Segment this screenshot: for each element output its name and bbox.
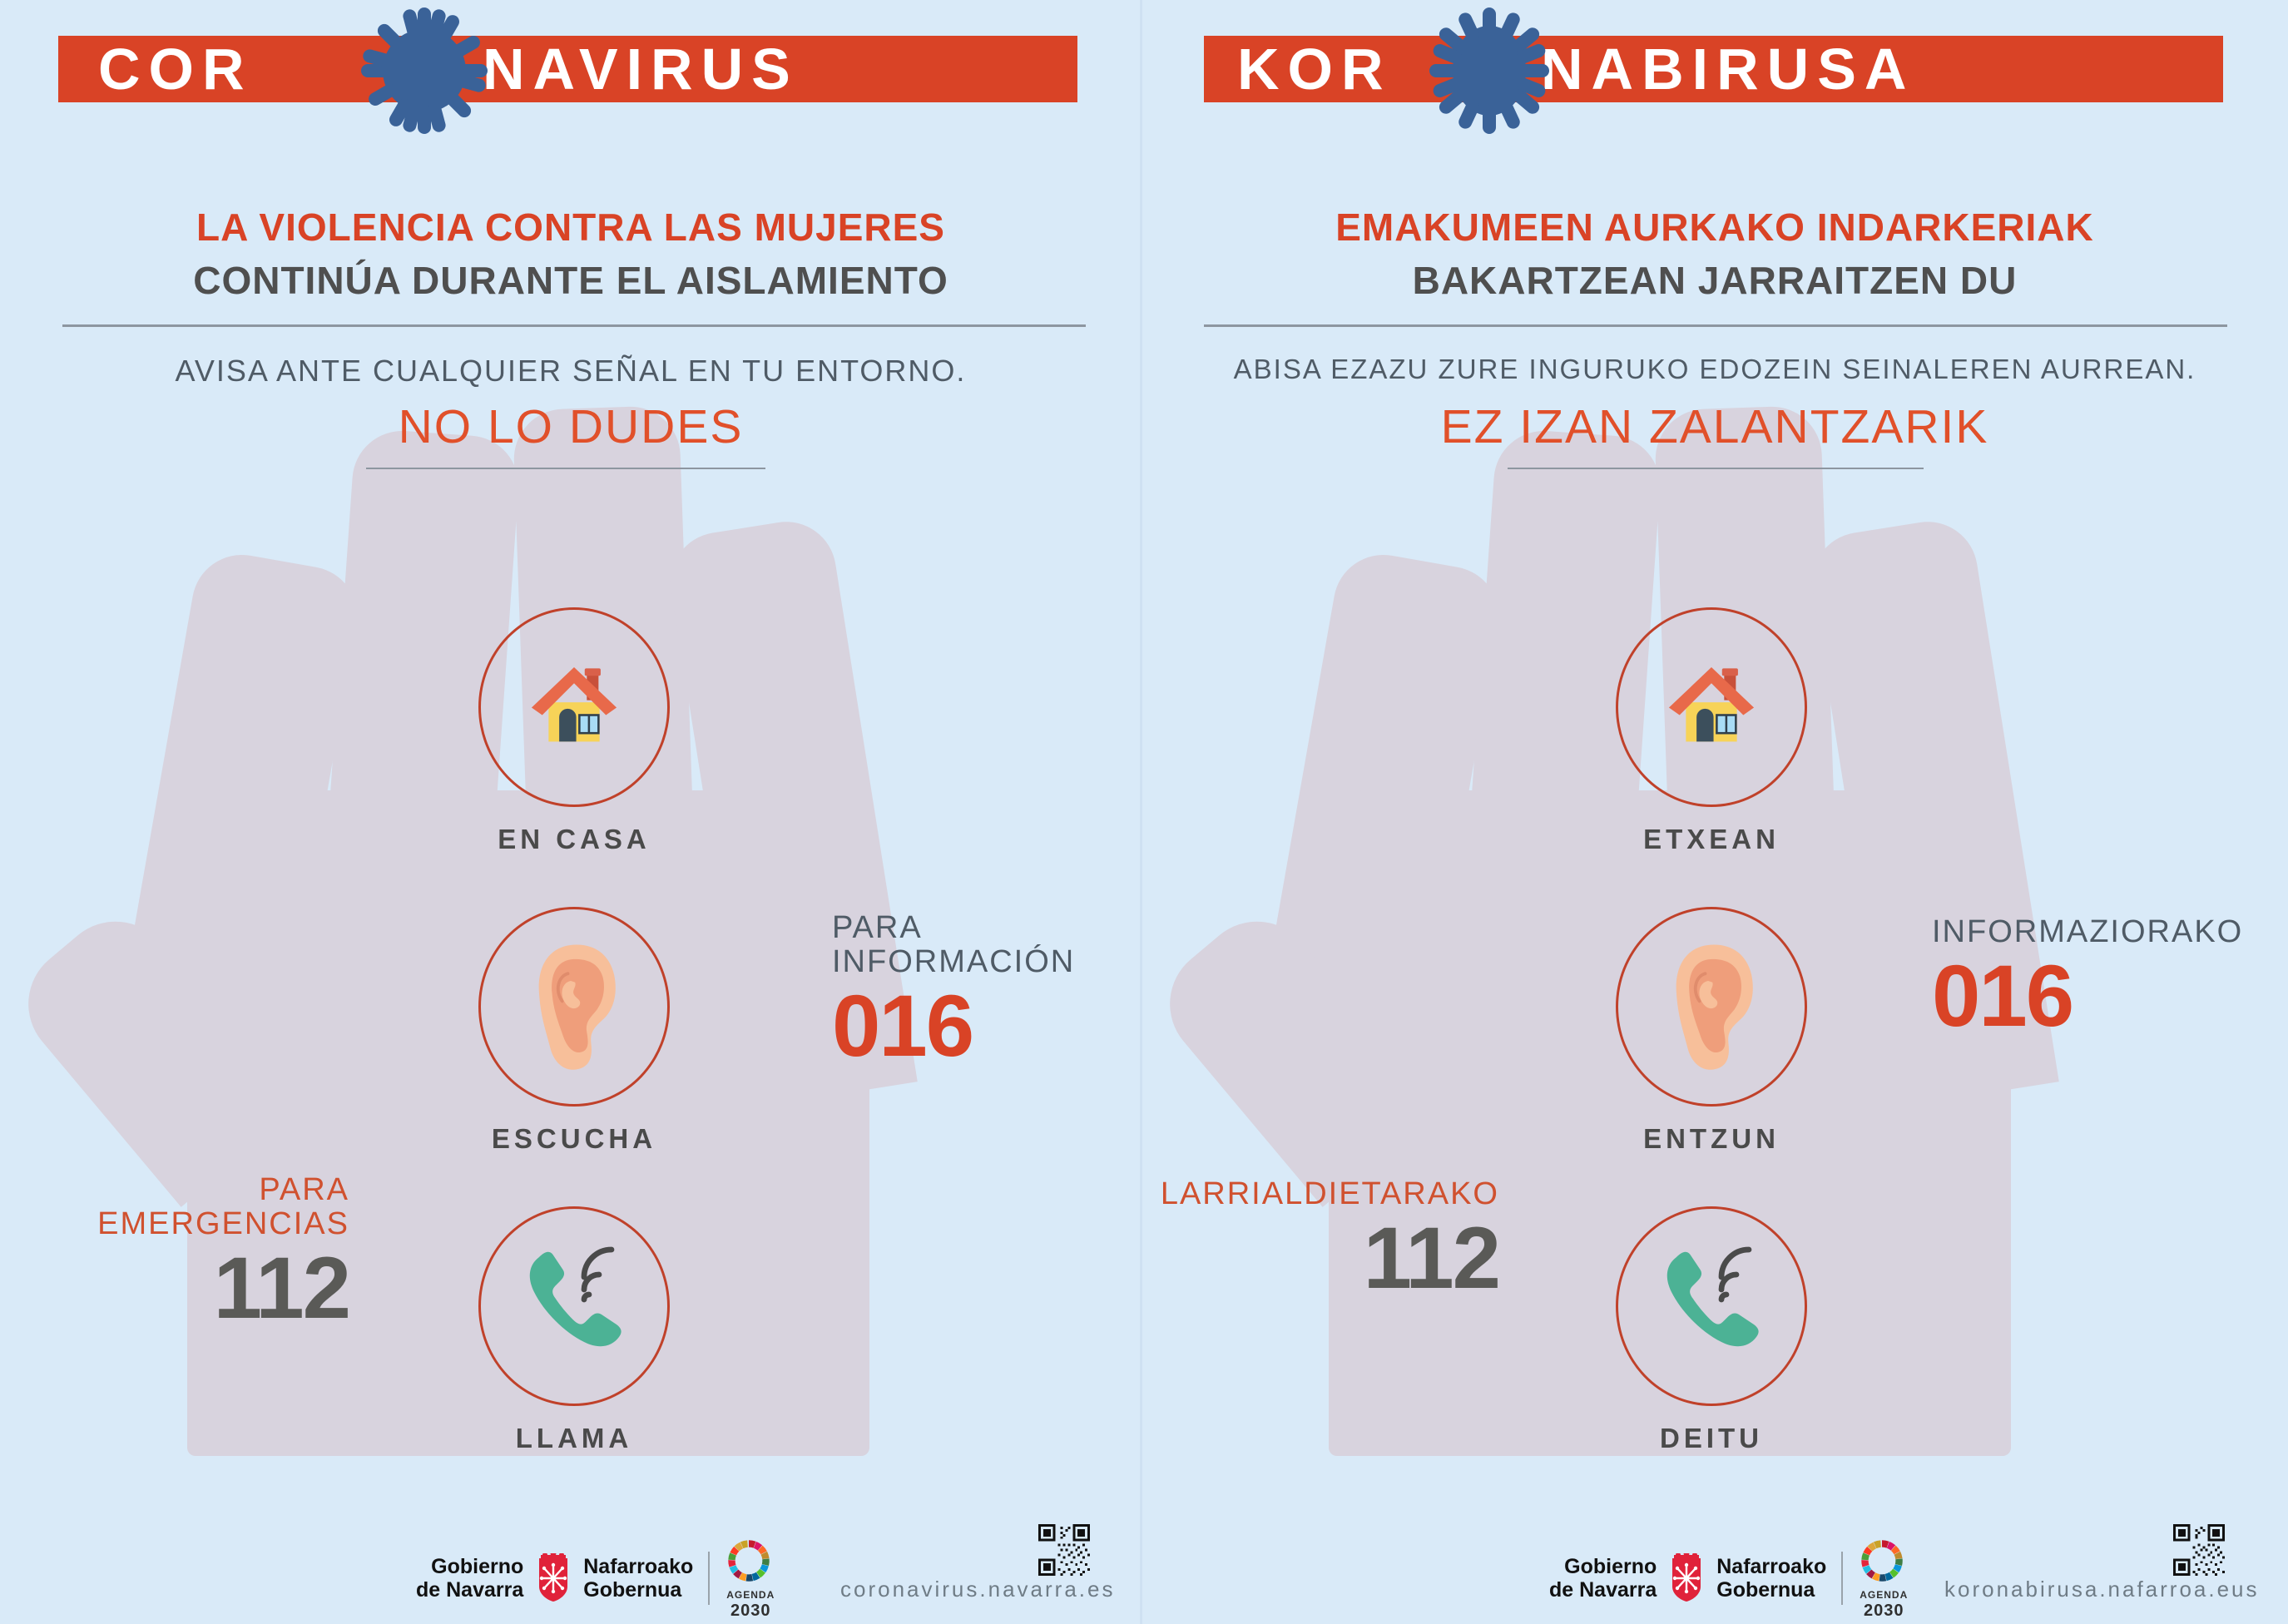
agenda-label-line-1: AGENDA <box>1860 1589 1909 1601</box>
poster-divider <box>1140 0 1142 1624</box>
subhead-rule <box>366 468 765 469</box>
house-icon <box>531 667 617 742</box>
agenda-label-line-2: 2030 <box>730 1601 771 1620</box>
government-logo: Gobierno de Navarra <box>1549 1537 1909 1620</box>
info-number-block: PARA INFORMACIÓN 016 <box>832 910 1076 1076</box>
action-item-ear: ESCUCHA <box>458 899 691 1173</box>
gov-name-line-1: Nafarroako <box>583 1555 694 1579</box>
banner-text-before: COR <box>98 37 253 102</box>
action-item-phone: DEITU <box>1595 1198 1828 1473</box>
subhead-line-2: EZ IZAN ZALANTZARIK <box>1440 400 1989 453</box>
navarra-shield-icon <box>1667 1551 1706 1603</box>
hand-finger <box>108 547 366 1101</box>
website-url[interactable]: coronavirus.navarra.es <box>840 1577 1116 1602</box>
emergency-caption-line-1: PARA <box>259 1172 349 1207</box>
gov-name-basque: Nafarroako Gobernua <box>583 1555 693 1602</box>
agenda-label-line-1: AGENDA <box>726 1589 775 1601</box>
gov-name-line-2: de Navarra <box>416 1578 524 1602</box>
banner-text-after: NAVIRUS <box>483 37 799 102</box>
gov-name-basque: Nafarroako Gobernua <box>1716 1555 1826 1602</box>
agenda-2030-logo: AGENDA 2030 <box>1858 1537 1909 1620</box>
action-item-house: ETXEAN <box>1595 599 1828 874</box>
gov-name-line-1: Gobierno <box>1564 1555 1657 1579</box>
info-caption-line-1: PARA <box>832 910 923 945</box>
hand-thumb <box>1146 898 1441 1207</box>
icon-circle <box>478 907 670 1107</box>
qr-code <box>1038 1524 1090 1576</box>
footer-divider <box>708 1552 711 1606</box>
emergency-caption-line-2: LARRIALDIETARAKO <box>1160 1176 1499 1211</box>
headline-line-1: EMAKUMEEN AURKAKO INDARKERIAK <box>1335 205 2094 249</box>
gov-name-line-1: Gobierno <box>431 1555 524 1579</box>
gov-name-spanish: Gobierno de Navarra <box>1549 1555 1657 1602</box>
emergency-caption-line-2: EMERGENCIAS <box>97 1206 349 1242</box>
info-number: 016 <box>1932 948 2074 1046</box>
government-logo: Gobierno de Navarra <box>416 1537 776 1620</box>
icon-circle <box>478 607 670 807</box>
action-item-phone: LLAMA <box>458 1198 691 1473</box>
icon-circle <box>1616 607 1807 807</box>
headline-rule <box>62 324 1086 327</box>
subhead-line-1: ABISA EZAZU ZURE INGURUKO EDOZEIN SEINAL… <box>1233 354 2196 384</box>
banner-bar <box>1204 36 2223 102</box>
house-icon <box>1668 667 1755 742</box>
headline-rule <box>1204 324 2227 327</box>
phone-ringing-icon <box>529 1246 622 1347</box>
navarra-shield-icon <box>534 1551 572 1603</box>
action-label: ETXEAN <box>1643 824 1780 854</box>
headline-line-2: BAKARTZEAN JARRAITZEN DU <box>1412 259 2018 302</box>
action-label: EN CASA <box>498 824 651 854</box>
coronavirus-icon <box>361 7 488 134</box>
icon-circle <box>1616 907 1807 1107</box>
sdg-wheel-icon <box>728 1540 770 1582</box>
action-label: ENTZUN <box>1643 1123 1780 1154</box>
ear-icon <box>1676 944 1753 1070</box>
subhead-line-2: NO LO DUDES <box>398 400 744 453</box>
action-item-ear: ENTZUN <box>1595 899 1828 1173</box>
gov-name-spanish: Gobierno de Navarra <box>416 1555 523 1602</box>
emergency-number-block: PARA EMERGENCIAS 112 <box>25 1172 351 1338</box>
agenda-2030-logo: AGENDA 2030 <box>725 1537 776 1620</box>
website-url[interactable]: koronabirusa.nafarroa.eus <box>1944 1577 2260 1602</box>
headline-line-2: CONTINÚA DURANTE EL AISLAMIENTO <box>193 259 948 302</box>
action-label: LLAMA <box>515 1423 633 1453</box>
hand-finger <box>1250 547 1508 1101</box>
info-number-block: INFORMAZIORAKO 016 <box>1932 914 2244 1046</box>
icon-circle <box>478 1206 670 1406</box>
coronavirus-icon <box>1429 7 1549 134</box>
poster-basque: KOR NABIRUSA EMAKUMEEN AURKAKO INDARKERI… <box>1142 0 2288 1624</box>
emergency-number: 112 <box>213 1240 351 1338</box>
sdg-wheel-icon <box>1861 1540 1903 1582</box>
gov-name-line-2: Gobernua <box>583 1578 682 1602</box>
gov-name-line-2: Gobernua <box>1716 1578 1815 1602</box>
action-label: ESCUCHA <box>491 1123 657 1154</box>
hand-thumb <box>4 898 300 1207</box>
headline-line-1: LA VIOLENCIA CONTRA LAS MUJERES <box>196 205 945 249</box>
poster-spanish: COR NAVIRUS LA VIOLENCIA CONTRA LAS MUJE… <box>0 0 1142 1624</box>
footer-divider <box>1841 1552 1844 1606</box>
icon-circle <box>1616 1206 1807 1406</box>
gov-name-line-2: de Navarra <box>1549 1578 1657 1602</box>
subhead-rule <box>1508 468 1924 469</box>
agenda-label-line-2: 2030 <box>1864 1601 1904 1620</box>
info-caption-line-2: INFORMACIÓN <box>832 944 1076 980</box>
qr-code <box>2173 1524 2225 1576</box>
action-label: DEITU <box>1660 1423 1763 1453</box>
banner-text-after: NABIRUSA <box>1541 37 1915 102</box>
info-caption-line-2: INFORMAZIORAKO <box>1932 914 2244 949</box>
banner-text-before: KOR <box>1237 37 1392 102</box>
action-item-house: EN CASA <box>458 599 691 874</box>
phone-ringing-icon <box>1666 1246 1759 1347</box>
subhead-line-1: AVISA ANTE CUALQUIER SEÑAL EN TU ENTORNO… <box>175 354 967 388</box>
banner-bar <box>58 36 1077 102</box>
emergency-number: 112 <box>1363 1210 1501 1308</box>
info-number: 016 <box>832 978 974 1076</box>
emergency-number-block: LARRIALDIETARAKO 112 <box>1150 1176 1501 1308</box>
ear-icon <box>538 944 616 1070</box>
gov-name-line-1: Nafarroako <box>1716 1555 1827 1579</box>
